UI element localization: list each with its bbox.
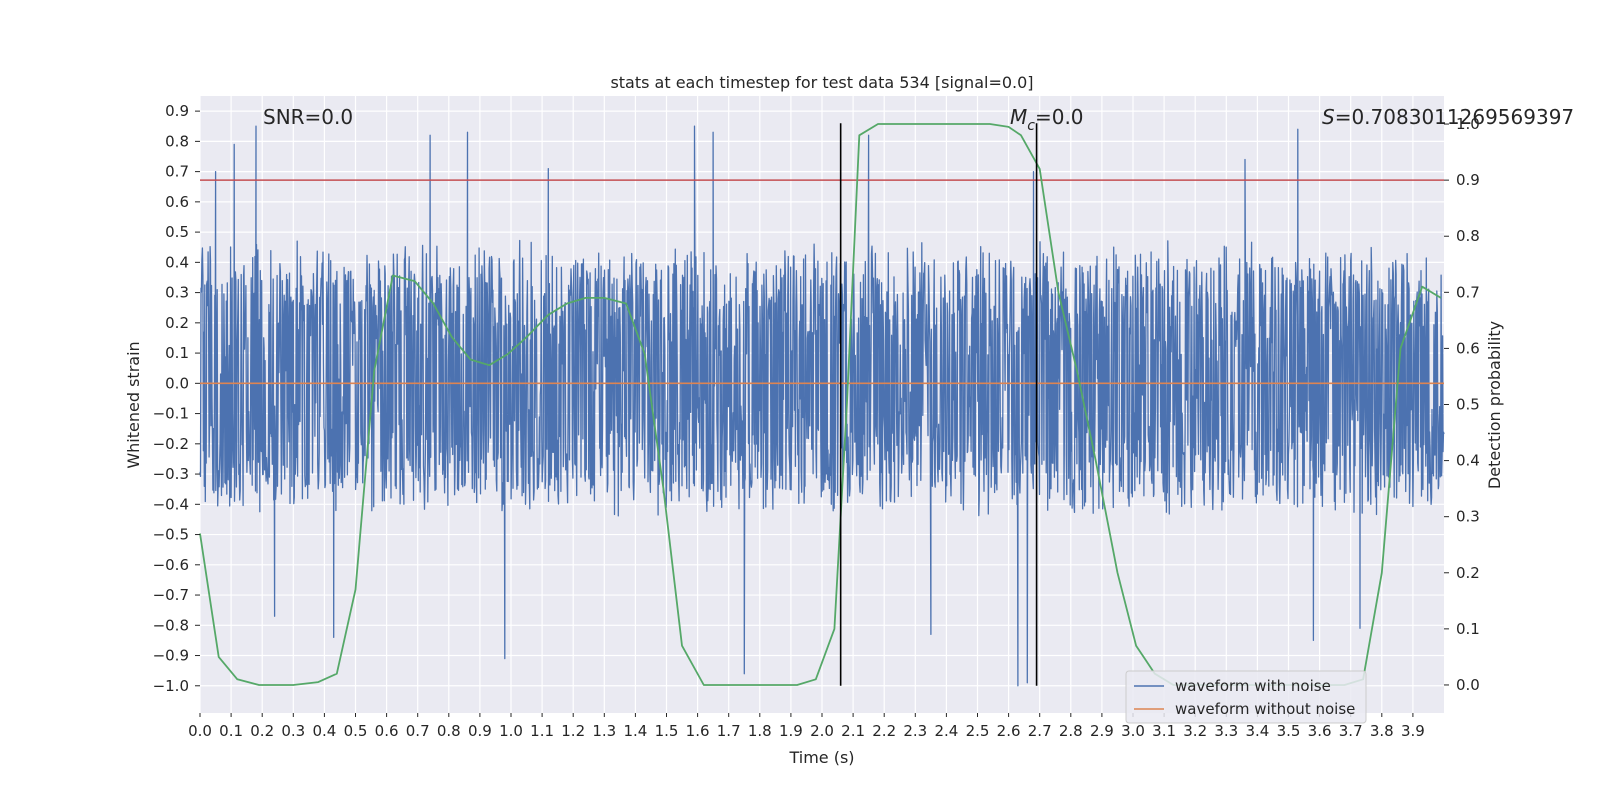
- s-annotation-value: =0.7083011269569397: [1335, 105, 1574, 129]
- x-tick-label: 1.7: [717, 722, 741, 740]
- x-tick-label: 2.9: [1090, 722, 1114, 740]
- y-tick-label: −0.5: [153, 526, 189, 544]
- x-tick-label: 3.3: [1214, 722, 1238, 740]
- y-tick-label: −0.8: [153, 616, 189, 634]
- x-tick-label: 1.6: [686, 722, 710, 740]
- y2-tick-label: 0.6: [1456, 339, 1480, 357]
- x-tick-label: 2.7: [1028, 722, 1052, 740]
- y-tick-label: −0.1: [153, 405, 189, 423]
- x-tick-label: 3.1: [1152, 722, 1176, 740]
- y2-axis-label: Detection probability: [1485, 321, 1504, 489]
- y-tick-label: −0.3: [153, 465, 189, 483]
- y2-tick-label: 0.9: [1456, 171, 1480, 189]
- tick-labels: 0.0 0.1 0.2 0.3 0.4 0.5 0.6 0.7 0.8 0.9 1.0 1.1 1.2 1…: [153, 102, 1480, 740]
- y2-tick-label: 0.7: [1456, 283, 1480, 301]
- x-tick-label: 1.9: [779, 722, 803, 740]
- x-tick-label: 2.6: [997, 722, 1021, 740]
- x-tick-label: 3.0: [1121, 722, 1145, 740]
- x-tick-label: 0.4: [312, 722, 336, 740]
- mc-annotation-subscript: c: [1027, 118, 1035, 134]
- x-tick-label: 1.8: [748, 722, 772, 740]
- x-tick-label: 3.8: [1370, 722, 1394, 740]
- mc-annotation: Mc=0.0: [1010, 105, 1084, 134]
- x-tick-label: 0.6: [375, 722, 399, 740]
- legend: waveform with noise waveform without noi…: [1125, 670, 1367, 724]
- x-tick-label: 1.4: [623, 722, 647, 740]
- x-tick-label: 3.5: [1277, 722, 1301, 740]
- x-tick-label: 0.0: [188, 722, 212, 740]
- x-tick-label: 3.4: [1245, 722, 1269, 740]
- x-tick-label: 0.5: [344, 722, 368, 740]
- x-tick-label: 3.9: [1401, 722, 1425, 740]
- x-tick-label: 1.2: [561, 722, 585, 740]
- x-tick-label: 2.8: [1059, 722, 1083, 740]
- x-tick-label: 0.8: [437, 722, 461, 740]
- chart-title: stats at each timestep for test data 534…: [610, 73, 1033, 92]
- legend-label-waveform-with-noise: waveform with noise: [1175, 677, 1331, 695]
- x-tick-label: 0.9: [468, 722, 492, 740]
- s-annotation-symbol: S: [1322, 105, 1335, 129]
- x-tick-label: 0.1: [219, 722, 243, 740]
- mc-annotation-symbol: M: [1010, 105, 1027, 129]
- x-tick-label: 2.3: [903, 722, 927, 740]
- x-tick-label: 2.4: [934, 722, 958, 740]
- x-tick-label: 1.5: [655, 722, 679, 740]
- y-tick-label: −0.4: [153, 495, 189, 513]
- y-tick-label: −0.6: [153, 556, 189, 574]
- y2-tick-label: 0.5: [1456, 396, 1480, 414]
- y2-tick-label: 1.0: [1456, 115, 1480, 133]
- y-tick-label: 0.4: [165, 253, 189, 271]
- y2-tick-label: 0.0: [1456, 676, 1480, 694]
- y-tick-label: −1.0: [153, 677, 189, 695]
- y-tick-label: 0.7: [165, 163, 189, 181]
- y-axis-label: Whitened strain: [124, 341, 143, 468]
- y-tick-label: 0.8: [165, 132, 189, 150]
- y-tick-label: 0.6: [165, 193, 189, 211]
- x-tick-label: 2.0: [810, 722, 834, 740]
- y2-tick-label: 0.4: [1456, 452, 1480, 470]
- x-axis-label: Time (s): [788, 748, 854, 767]
- y-tick-label: 0.5: [165, 223, 189, 241]
- y-tick-label: 0.9: [165, 102, 189, 120]
- snr-annotation: SNR=0.0: [263, 105, 353, 129]
- x-tick-label: 3.7: [1339, 722, 1363, 740]
- x-tick-label: 3.2: [1183, 722, 1207, 740]
- x-tick-label: 0.3: [281, 722, 305, 740]
- legend-box: [1125, 670, 1367, 724]
- x-tick-label: 1.1: [530, 722, 554, 740]
- x-tick-label: 2.5: [966, 722, 990, 740]
- mc-annotation-value: =0.0: [1035, 105, 1084, 129]
- series-waveform-with-noise: [199, 125, 1445, 687]
- y-tick-label: 0.3: [165, 284, 189, 302]
- y-tick-label: 0.1: [165, 344, 189, 362]
- x-tick-label: 0.2: [250, 722, 274, 740]
- legend-label-waveform-without-noise: waveform without noise: [1175, 700, 1355, 718]
- x-tick-label: 0.7: [406, 722, 430, 740]
- y-tick-label: −0.7: [153, 586, 189, 604]
- y2-tick-label: 0.3: [1456, 508, 1480, 526]
- x-tick-label: 1.0: [499, 722, 523, 740]
- y2-tick-label: 0.1: [1456, 620, 1480, 638]
- y-tick-label: 0.2: [165, 314, 189, 332]
- y-tick-label: −0.2: [153, 435, 189, 453]
- y2-tick-label: 0.2: [1456, 564, 1480, 582]
- x-tick-label: 3.6: [1308, 722, 1332, 740]
- s-annotation: S=0.7083011269569397: [1322, 105, 1574, 129]
- x-tick-label: 2.1: [841, 722, 865, 740]
- x-tick-label: 2.2: [872, 722, 896, 740]
- y-tick-label: 0.0: [165, 374, 189, 392]
- x-tick-label: 1.3: [592, 722, 616, 740]
- y2-tick-label: 0.8: [1456, 227, 1480, 245]
- y-tick-label: −0.9: [153, 647, 189, 665]
